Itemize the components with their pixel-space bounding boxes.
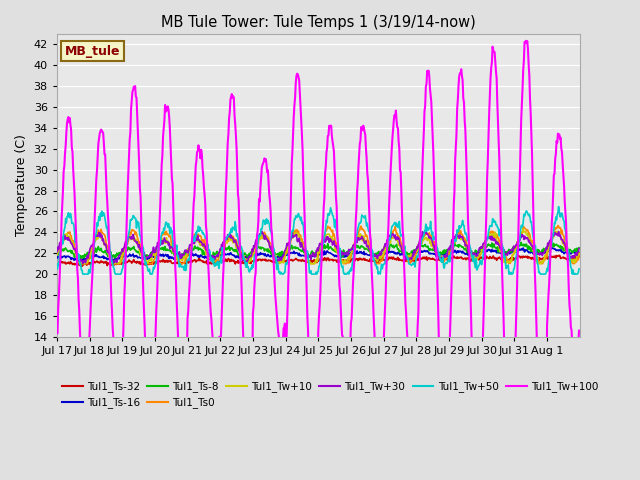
Title: MB Tule Tower: Tule Temps 1 (3/19/14-now): MB Tule Tower: Tule Temps 1 (3/19/14-now… [161, 15, 476, 30]
Legend: Tul1_Ts-32, Tul1_Ts-16, Tul1_Ts-8, Tul1_Ts0, Tul1_Tw+10, Tul1_Tw+30, Tul1_Tw+50,: Tul1_Ts-32, Tul1_Ts-16, Tul1_Ts-8, Tul1_… [62, 381, 598, 408]
Text: MB_tule: MB_tule [65, 45, 120, 58]
Y-axis label: Temperature (C): Temperature (C) [15, 134, 28, 236]
